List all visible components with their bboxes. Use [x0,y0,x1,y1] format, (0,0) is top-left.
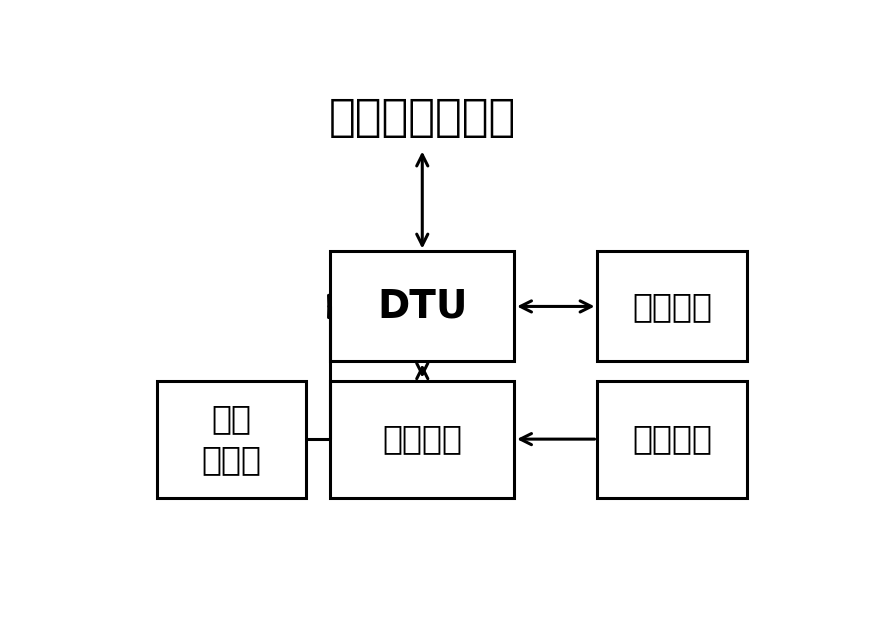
Bar [330,252,514,361]
Text: 一次开关: 一次开关 [382,423,462,456]
Bar [330,381,514,497]
Text: 人机接口: 人机接口 [631,290,712,323]
Text: 操作机构: 操作机构 [631,423,712,456]
Text: 电流
互感器: 电流 互感器 [201,402,261,476]
Text: DTU: DTU [376,288,467,325]
Text: 以太网或无线网: 以太网或无线网 [329,96,516,139]
Bar [156,381,306,497]
Bar [597,381,746,497]
Bar [597,252,746,361]
